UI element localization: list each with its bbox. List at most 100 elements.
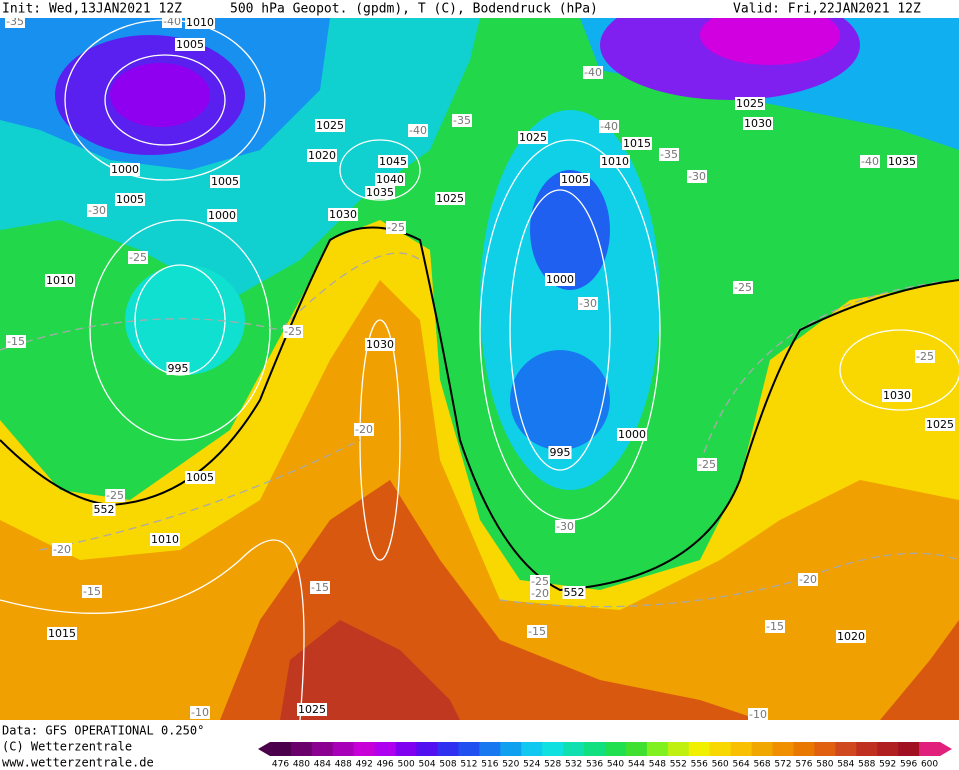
isobar-label: 1010 xyxy=(186,16,214,29)
label-background xyxy=(748,708,768,721)
isobar-label: 1040 xyxy=(376,173,404,186)
label-background xyxy=(622,137,652,150)
label-background xyxy=(583,66,603,79)
label-background xyxy=(555,520,575,533)
isobar-label: 1035 xyxy=(366,186,394,199)
isobar-label: 1005 xyxy=(561,173,589,186)
colorbar-label: 596 xyxy=(900,760,917,770)
temperature-label: -40 xyxy=(409,124,427,137)
label-background xyxy=(87,204,107,217)
isobar-label: 1005 xyxy=(116,193,144,206)
label-background xyxy=(150,533,180,546)
label-background xyxy=(128,251,148,264)
temperature-label: -40 xyxy=(163,15,181,28)
isobar-label: 1010 xyxy=(46,274,74,287)
label-background xyxy=(386,221,406,234)
isobar-label: 1025 xyxy=(519,131,547,144)
isobar-label: 1005 xyxy=(211,175,239,188)
colorbar-cell xyxy=(542,742,564,756)
label-background xyxy=(560,173,590,186)
colorbar-label: 504 xyxy=(418,760,435,770)
label-background xyxy=(82,585,102,598)
label-background xyxy=(283,325,303,338)
colorbar-cell xyxy=(311,742,334,756)
colorbar-cell xyxy=(437,742,459,756)
label-background xyxy=(378,155,408,168)
label-background xyxy=(617,428,647,441)
temperature-lines xyxy=(0,252,959,608)
label-background xyxy=(530,575,550,588)
label-background xyxy=(110,163,140,176)
isobar-label: 1010 xyxy=(151,533,179,546)
valid-time: Valid: Fri,22JAN2021 12Z xyxy=(733,2,921,17)
colorbar: 476 480 484 488 492 496 500 504 508 512 516 520 524 5… xyxy=(258,742,952,770)
colorbar-label: 580 xyxy=(816,760,833,770)
label-background xyxy=(452,114,472,127)
colorbar-label: 568 xyxy=(753,760,770,770)
isobar-label: 995 xyxy=(168,362,189,375)
label-background xyxy=(175,38,205,51)
label-background xyxy=(185,471,215,484)
label-background xyxy=(743,117,773,130)
label-background xyxy=(798,573,818,586)
temperature-label: -15 xyxy=(7,335,25,348)
isobar-label: 1005 xyxy=(176,38,204,51)
colorbar-cell xyxy=(563,742,585,756)
temperature-label: -30 xyxy=(579,297,597,310)
label-background xyxy=(207,209,237,222)
label-background xyxy=(365,186,395,199)
isobar-label: 1030 xyxy=(744,117,772,130)
colorbar-label: 544 xyxy=(628,760,645,770)
label-background xyxy=(599,120,619,133)
label-background xyxy=(735,97,765,110)
label-background xyxy=(365,338,395,351)
colorbar-cell xyxy=(898,742,920,756)
temperature-label: -25 xyxy=(387,221,405,234)
colorbar-label: 536 xyxy=(586,760,603,770)
map-labels: 1010 1005 1000 1005 1005 1000 1010 995 1005 1010 1… xyxy=(5,15,955,721)
label-background xyxy=(408,124,428,137)
colorbar-label: 588 xyxy=(858,760,875,770)
isobar-label: 1015 xyxy=(48,627,76,640)
isobar-label: 1025 xyxy=(736,97,764,110)
isobar-label: 1035 xyxy=(888,155,916,168)
label-background xyxy=(210,175,240,188)
colorbar-label: 592 xyxy=(879,760,896,770)
label-background xyxy=(310,581,330,594)
colorbar-right-arrow xyxy=(940,742,952,756)
colorbar-label: 532 xyxy=(565,760,582,770)
temperature-label: -25 xyxy=(734,281,752,294)
colorbar-label: 576 xyxy=(795,760,812,770)
colorbar-label: 528 xyxy=(544,760,561,770)
temperature-label: -25 xyxy=(916,350,934,363)
temperature-label: -25 xyxy=(129,251,147,264)
colorbar-cell xyxy=(814,742,836,756)
temperature-label: -35 xyxy=(453,114,471,127)
isobar-label: 1030 xyxy=(329,208,357,221)
colorbar-cell xyxy=(270,742,292,756)
url: www.wetterzentrale.de xyxy=(2,756,154,770)
isobar-label: 552 xyxy=(564,586,585,599)
label-background xyxy=(548,446,572,459)
temperature-label: -25 xyxy=(531,575,549,588)
label-background xyxy=(52,543,72,556)
temperature-label: -40 xyxy=(861,155,879,168)
temperature-label: -15 xyxy=(766,620,784,633)
colorbar-cell xyxy=(521,742,543,756)
init-time: Init: Wed,13JAN2021 12Z xyxy=(2,2,182,17)
isobar-label: 1020 xyxy=(837,630,865,643)
label-background xyxy=(530,587,550,600)
colorbar-cell xyxy=(667,742,690,756)
label-background xyxy=(185,16,215,29)
isobar-label: 1025 xyxy=(298,703,326,716)
label-background xyxy=(600,155,630,168)
colorbar-label: 564 xyxy=(733,760,750,770)
temperature-label: -10 xyxy=(191,706,209,719)
temperature-label: -20 xyxy=(531,587,549,600)
label-background xyxy=(6,335,26,348)
label-background xyxy=(375,173,405,186)
data-source: Data: GFS OPERATIONAL 0.250° xyxy=(2,724,204,738)
temperature-label: -20 xyxy=(53,543,71,556)
label-background xyxy=(697,458,717,471)
label-background xyxy=(915,350,935,363)
